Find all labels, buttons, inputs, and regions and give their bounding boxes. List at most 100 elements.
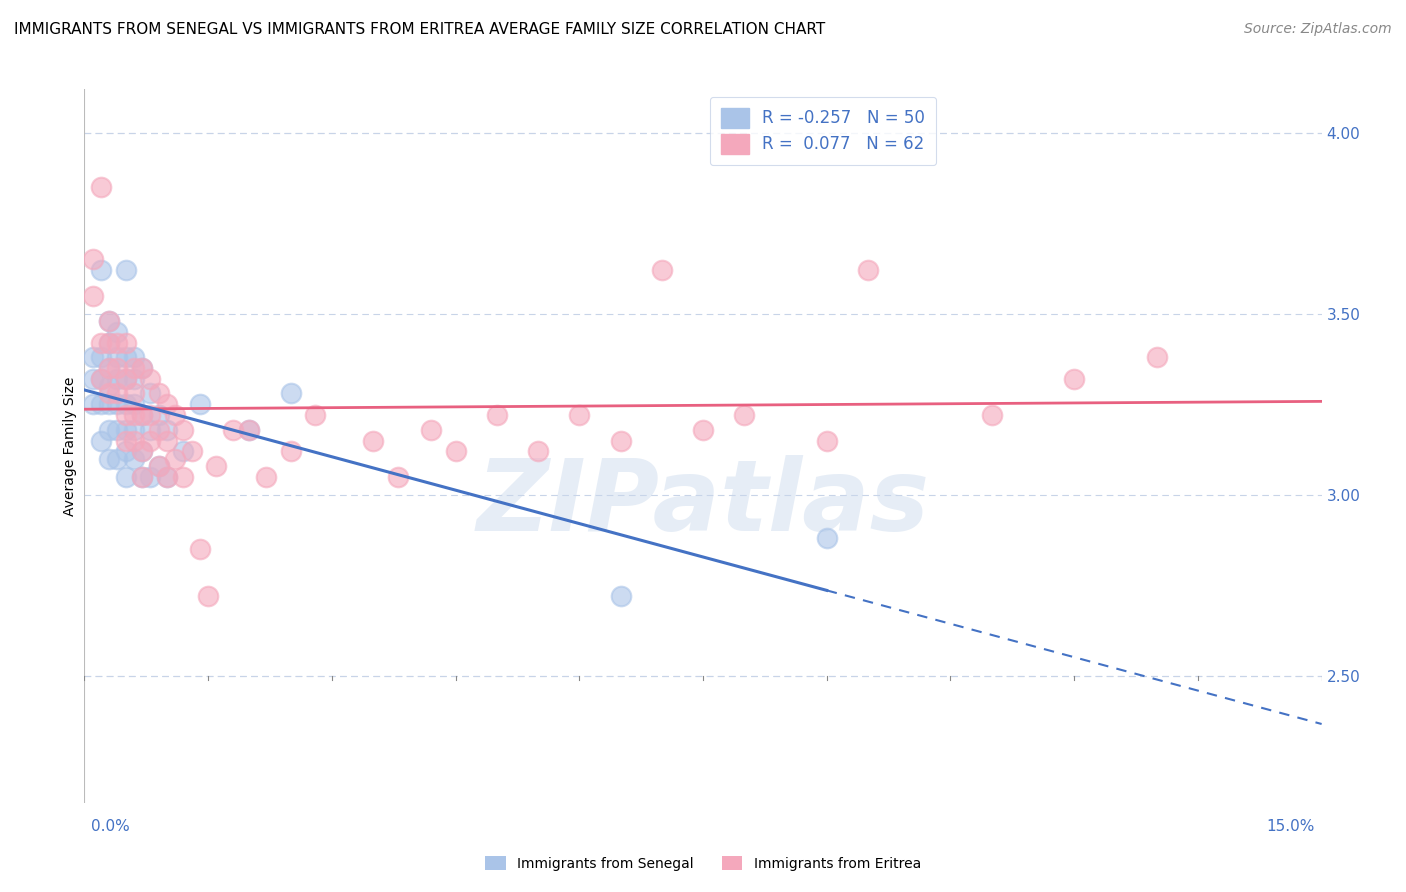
Point [156, 423, 179, 437]
Point [980, 408, 1002, 422]
Point [114, 408, 136, 422]
Point [122, 423, 145, 437]
Text: 0.0%: 0.0% [91, 819, 131, 834]
Point [122, 397, 145, 411]
Point [1063, 372, 1085, 386]
Point [131, 470, 153, 484]
Text: 15.0%: 15.0% [1267, 819, 1315, 834]
Point [139, 423, 162, 437]
Point [114, 434, 136, 448]
Point [197, 590, 219, 604]
Point [105, 372, 128, 386]
Point [156, 434, 179, 448]
Point [98, 314, 121, 328]
Point [609, 434, 631, 448]
Point [238, 423, 260, 437]
Point [131, 408, 153, 422]
Point [280, 386, 302, 401]
Point [82, 252, 104, 267]
Point [651, 263, 673, 277]
Point [122, 372, 145, 386]
Point [105, 386, 128, 401]
Point [122, 386, 145, 401]
Point [856, 263, 879, 277]
Point [131, 444, 153, 458]
Point [105, 361, 128, 376]
Point [122, 408, 145, 422]
Y-axis label: Average Family Size: Average Family Size [63, 376, 77, 516]
Point [131, 444, 153, 458]
Point [98, 397, 121, 411]
Point [131, 470, 153, 484]
Point [444, 444, 467, 458]
Point [98, 386, 121, 401]
Text: Source: ZipAtlas.com: Source: ZipAtlas.com [1244, 22, 1392, 37]
Point [139, 386, 162, 401]
Point [148, 458, 170, 473]
Point [114, 372, 136, 386]
Point [148, 423, 170, 437]
Point [114, 397, 136, 411]
Point [156, 397, 179, 411]
Point [105, 351, 128, 365]
Point [98, 314, 121, 328]
Point [180, 444, 202, 458]
Point [90, 434, 112, 448]
Point [1146, 351, 1168, 365]
Point [568, 408, 591, 422]
Point [105, 335, 128, 350]
Point [692, 423, 714, 437]
Text: IMMIGRANTS FROM SENEGAL VS IMMIGRANTS FROM ERITREA AVERAGE FAMILY SIZE CORRELATI: IMMIGRANTS FROM SENEGAL VS IMMIGRANTS FR… [14, 22, 825, 37]
Point [165, 451, 187, 466]
Point [361, 434, 384, 448]
Point [105, 423, 128, 437]
Point [122, 434, 145, 448]
Point [98, 361, 121, 376]
Point [172, 444, 194, 458]
Point [122, 351, 145, 365]
Point [815, 532, 838, 546]
Point [485, 408, 508, 422]
Point [172, 470, 194, 484]
Point [188, 542, 211, 557]
Point [419, 423, 441, 437]
Point [609, 590, 631, 604]
Point [815, 434, 838, 448]
Point [98, 423, 121, 437]
Point [82, 372, 104, 386]
Point [90, 372, 112, 386]
Legend: R = -0.257   N = 50, R =  0.077   N = 62: R = -0.257 N = 50, R = 0.077 N = 62 [710, 97, 936, 165]
Point [733, 408, 755, 422]
Point [114, 335, 136, 350]
Point [98, 451, 121, 466]
Point [114, 423, 136, 437]
Point [122, 451, 145, 466]
Point [90, 263, 112, 277]
Point [90, 180, 112, 194]
Point [114, 444, 136, 458]
Point [105, 397, 128, 411]
Point [122, 361, 145, 376]
Point [205, 458, 228, 473]
Point [148, 458, 170, 473]
Point [131, 408, 153, 422]
Point [254, 470, 277, 484]
Point [98, 379, 121, 393]
Point [90, 351, 112, 365]
Point [148, 408, 170, 422]
Point [114, 470, 136, 484]
Point [82, 397, 104, 411]
Point [90, 372, 112, 386]
Point [114, 263, 136, 277]
Point [114, 372, 136, 386]
Text: ZIPatlas: ZIPatlas [477, 455, 929, 551]
Point [156, 470, 179, 484]
Point [82, 351, 104, 365]
Point [139, 434, 162, 448]
Point [188, 397, 211, 411]
Point [527, 444, 550, 458]
Point [139, 408, 162, 422]
Legend: Immigrants from Senegal, Immigrants from Eritrea: Immigrants from Senegal, Immigrants from… [479, 850, 927, 876]
Point [131, 361, 153, 376]
Point [280, 444, 302, 458]
